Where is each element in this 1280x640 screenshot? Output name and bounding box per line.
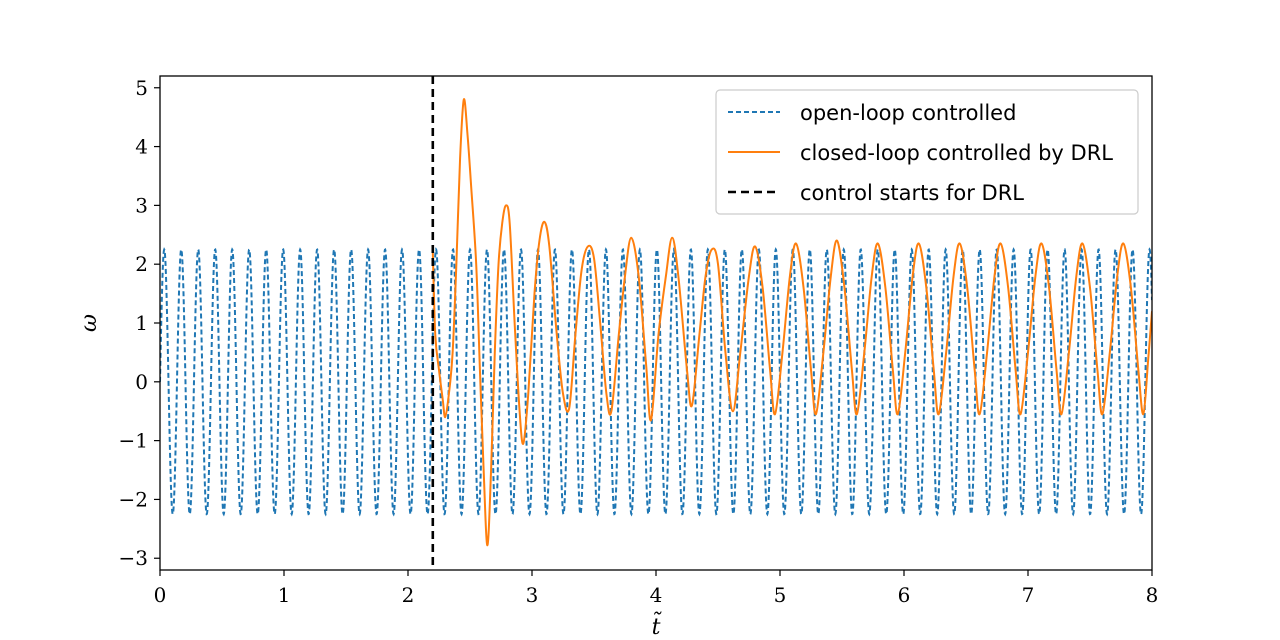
x-axis-label: t̃ <box>652 610 663 640</box>
legend: open-loop controlled closed-loop controll… <box>715 89 1139 215</box>
series-closed-loop <box>431 98 1152 547</box>
y-tick-label: −1 <box>119 429 148 453</box>
x-tick-label: 5 <box>774 583 787 607</box>
y-tick-label: 4 <box>135 135 148 159</box>
y-axis-label: ω <box>77 314 102 332</box>
y-tick-label: 2 <box>135 252 148 276</box>
y-tick-label: −3 <box>119 546 148 570</box>
legend-label: closed-loop controlled by DRL <box>800 141 1113 165</box>
y-tick-label: 0 <box>135 370 148 394</box>
x-tick-label: 8 <box>1146 583 1159 607</box>
series-open-loop <box>160 247 1152 517</box>
x-tick-label: 3 <box>526 583 539 607</box>
y-tick-label: 1 <box>135 311 148 335</box>
y-tick-label: 3 <box>135 193 148 217</box>
x-tick-label: 6 <box>898 583 911 607</box>
x-tick-label: 7 <box>1022 583 1035 607</box>
legend-label: open-loop controlled <box>800 101 1016 125</box>
legend-label: control starts for DRL <box>800 181 1024 205</box>
x-tick-label: 0 <box>154 583 167 607</box>
y-axis: −3 −2 −1 0 1 2 3 4 5 <box>119 76 160 570</box>
x-axis: 0 1 2 3 4 5 6 7 8 <box>154 570 1159 607</box>
y-tick-label: −2 <box>119 487 148 511</box>
series-layer <box>160 76 1152 570</box>
legend-box <box>715 89 1139 215</box>
x-tick-label: 2 <box>402 583 415 607</box>
y-tick-label: 5 <box>135 76 148 100</box>
x-tick-label: 4 <box>650 583 663 607</box>
x-tick-label: 1 <box>278 583 291 607</box>
